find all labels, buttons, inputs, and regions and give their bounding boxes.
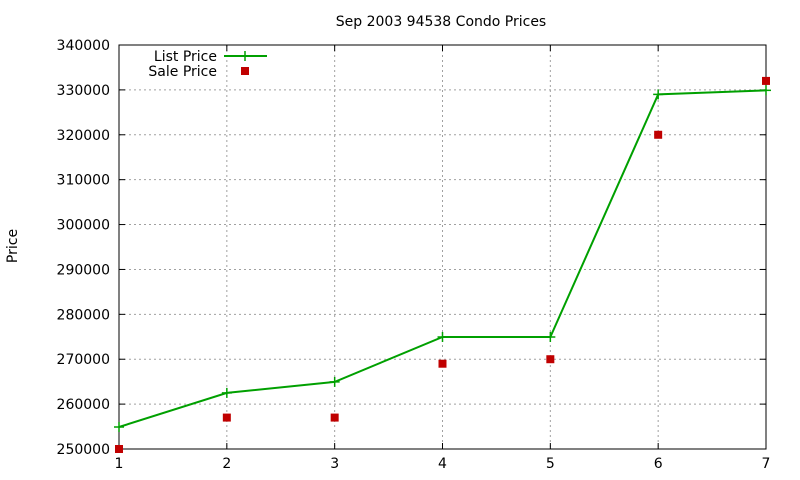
data-point	[761, 85, 771, 96]
data-point	[114, 422, 124, 433]
x-tick-label: 1	[115, 456, 124, 472]
grid-lines	[119, 45, 766, 449]
legend-marker	[240, 51, 250, 61]
y-tick-label: 290000	[57, 262, 110, 278]
y-tick-label: 250000	[57, 442, 110, 458]
data-point	[222, 413, 231, 422]
series-sale-price	[115, 76, 770, 453]
data-point	[654, 130, 663, 139]
y-tick-label: 340000	[57, 38, 110, 54]
x-tick-label: 5	[546, 456, 555, 472]
x-tick-label: 2	[222, 456, 231, 472]
x-tick-label: 6	[654, 456, 663, 472]
y-tick-label: 270000	[57, 352, 110, 368]
y-axis-label: Price	[5, 229, 21, 263]
x-tick-label: 3	[330, 456, 339, 472]
y-tick-label: 310000	[57, 173, 110, 189]
data-point	[221, 387, 232, 398]
data-point	[329, 376, 340, 387]
data-point	[762, 76, 770, 85]
y-tick-label: 260000	[57, 397, 110, 413]
x-tick-label: 7	[762, 456, 771, 472]
y-tick-label: 280000	[57, 307, 110, 323]
legend-marker	[241, 67, 249, 75]
data-point	[546, 355, 555, 364]
series-list-price	[114, 85, 771, 433]
data-series	[114, 76, 771, 453]
data-point	[545, 332, 556, 343]
data-point	[437, 332, 448, 343]
data-point	[115, 445, 123, 453]
axis-ticks: 250000 260000 270000 280000 290000 300000 3100…	[57, 38, 771, 472]
data-point	[653, 89, 664, 100]
y-tick-label: 300000	[57, 218, 110, 234]
y-tick-label: 320000	[57, 128, 110, 144]
data-point	[438, 359, 447, 368]
y-tick-label: 330000	[57, 83, 110, 99]
chart-title: Sep 2003 94538 Condo Prices	[336, 14, 546, 30]
legend-label: List Price	[154, 49, 217, 65]
legend-label: Sale Price	[148, 64, 217, 80]
data-point	[330, 413, 339, 422]
x-tick-label: 4	[438, 456, 447, 472]
